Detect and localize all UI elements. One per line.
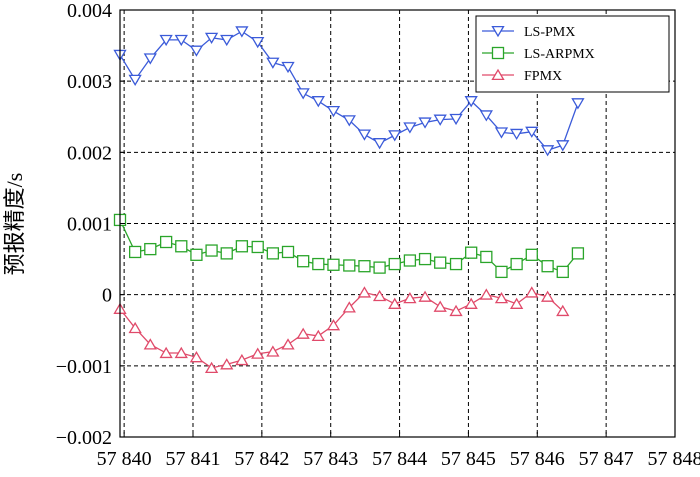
x-tick-label: 57 845 [441, 448, 496, 470]
data-point [420, 254, 431, 265]
legend-label: FPMX [524, 69, 562, 84]
data-point [526, 249, 537, 260]
x-tick-label: 57 841 [165, 448, 220, 470]
data-point [466, 247, 477, 258]
legend-label: LS-PMX [524, 25, 575, 40]
x-tick-label: 57 843 [303, 448, 358, 470]
data-point [206, 245, 217, 256]
data-point [236, 241, 247, 252]
data-point [344, 260, 355, 271]
y-tick-label: 0.001 [67, 214, 112, 236]
data-point [435, 257, 446, 268]
data-point [221, 248, 232, 259]
y-axis-label: 预报精度/s [2, 173, 27, 276]
y-tick-label: 0.003 [67, 71, 112, 93]
x-tick-label: 57 846 [510, 448, 565, 470]
data-point [359, 261, 370, 272]
legend-marker [493, 48, 504, 59]
data-point [252, 241, 263, 252]
x-tick-label: 57 847 [579, 448, 634, 470]
data-point [374, 262, 385, 273]
legend-label: LS-ARPMX [524, 47, 595, 62]
data-point [298, 256, 309, 267]
x-tick-label: 57 844 [372, 448, 427, 470]
data-point [283, 246, 294, 257]
y-tick-label: 0.004 [67, 0, 112, 22]
data-point [328, 259, 339, 270]
data-point [130, 246, 141, 257]
x-tick-label: 57 840 [97, 448, 152, 470]
data-point [451, 259, 462, 270]
data-point [145, 244, 156, 255]
y-tick-label: −0.002 [56, 427, 112, 449]
data-point [557, 266, 568, 277]
y-tick-label: 0.002 [67, 142, 112, 164]
data-point [267, 248, 278, 259]
legend: LS-PMX LS-ARPMX FPMX [476, 16, 669, 92]
data-point [161, 237, 172, 248]
data-point [481, 251, 492, 262]
x-tick-label: 57 842 [234, 448, 289, 470]
data-point [542, 261, 553, 272]
data-point [191, 249, 202, 260]
y-tick-label: −0.001 [56, 356, 112, 378]
data-point [176, 241, 187, 252]
x-tick-label: 57 848 [648, 448, 700, 470]
data-point [389, 259, 400, 270]
y-tick-label: 0 [102, 285, 112, 307]
data-point [496, 266, 507, 277]
data-point [572, 248, 583, 259]
data-point [404, 255, 415, 266]
data-point [511, 259, 522, 270]
data-point [313, 259, 324, 270]
